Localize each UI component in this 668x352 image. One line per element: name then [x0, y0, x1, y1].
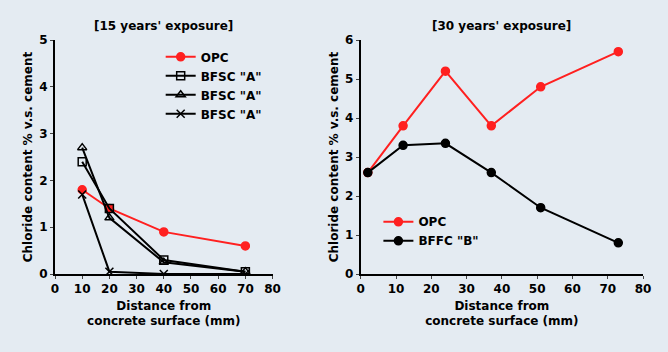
svg-text:5: 5 — [345, 72, 353, 86]
svg-text:OPC: OPC — [201, 51, 229, 65]
svg-text:40: 40 — [155, 282, 172, 296]
svg-text:OPC: OPC — [418, 215, 446, 229]
svg-text:[15 years' exposure]: [15 years' exposure] — [94, 19, 233, 33]
svg-text:3: 3 — [39, 127, 47, 141]
svg-text:60: 60 — [210, 282, 227, 296]
svg-text:6: 6 — [345, 33, 353, 47]
svg-text:4: 4 — [39, 80, 47, 94]
svg-text:BFSC "A": BFSC "A" — [201, 89, 262, 103]
svg-text:30: 30 — [458, 282, 475, 296]
svg-text:10: 10 — [74, 282, 91, 296]
svg-text:BFSC "A": BFSC "A" — [201, 70, 262, 84]
svg-text:0: 0 — [51, 282, 59, 296]
svg-text:2: 2 — [345, 189, 353, 203]
svg-text:2: 2 — [39, 174, 47, 188]
svg-text:50: 50 — [529, 282, 546, 296]
svg-text:Distance fromconcrete surface: Distance fromconcrete surface (mm) — [425, 299, 578, 329]
svg-text:4: 4 — [345, 111, 353, 125]
svg-text:30: 30 — [128, 282, 145, 296]
svg-text:0: 0 — [345, 267, 353, 281]
svg-text:10: 10 — [388, 282, 405, 296]
svg-text:0: 0 — [357, 282, 365, 296]
svg-text:70: 70 — [237, 282, 254, 296]
svg-text:40: 40 — [494, 282, 511, 296]
svg-text:20: 20 — [423, 282, 440, 296]
svg-text:BFSC "A": BFSC "A" — [201, 108, 262, 122]
svg-text:0: 0 — [39, 267, 47, 281]
svg-text:[30 years' exposure]: [30 years' exposure] — [432, 19, 571, 33]
svg-text:Chloride content % v.s. cement: Chloride content % v.s. cement — [21, 51, 35, 262]
svg-text:80: 80 — [635, 282, 652, 296]
svg-text:80: 80 — [264, 282, 281, 296]
svg-text:1: 1 — [345, 228, 353, 242]
svg-text:60: 60 — [564, 282, 581, 296]
svg-text:50: 50 — [183, 282, 200, 296]
svg-text:3: 3 — [345, 150, 353, 164]
svg-text:BFFC "B": BFFC "B" — [418, 234, 478, 248]
svg-text:70: 70 — [599, 282, 616, 296]
svg-text:20: 20 — [101, 282, 118, 296]
svg-text:1: 1 — [39, 220, 47, 234]
svg-text:5: 5 — [39, 33, 47, 47]
svg-text:Distance fromconcrete surface: Distance fromconcrete surface (mm) — [87, 299, 240, 329]
svg-text:Chloride content % v.s. cement: Chloride content % v.s. cement — [327, 51, 341, 262]
